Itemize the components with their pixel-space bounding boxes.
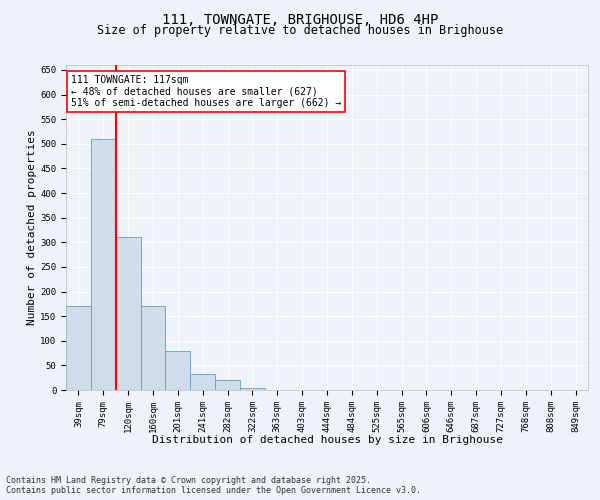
Bar xyxy=(240,388,265,390)
Bar xyxy=(215,380,240,390)
Text: Size of property relative to detached houses in Brighouse: Size of property relative to detached ho… xyxy=(97,24,503,37)
Bar xyxy=(190,374,215,390)
Bar xyxy=(91,139,116,390)
Y-axis label: Number of detached properties: Number of detached properties xyxy=(28,130,37,326)
Bar xyxy=(140,306,166,390)
Bar xyxy=(166,350,190,390)
Text: 111, TOWNGATE, BRIGHOUSE, HD6 4HP: 111, TOWNGATE, BRIGHOUSE, HD6 4HP xyxy=(162,12,438,26)
Bar xyxy=(66,306,91,390)
Bar xyxy=(116,238,140,390)
Text: Contains HM Land Registry data © Crown copyright and database right 2025.
Contai: Contains HM Land Registry data © Crown c… xyxy=(6,476,421,495)
X-axis label: Distribution of detached houses by size in Brighouse: Distribution of detached houses by size … xyxy=(151,435,503,445)
Text: 111 TOWNGATE: 117sqm
← 48% of detached houses are smaller (627)
51% of semi-deta: 111 TOWNGATE: 117sqm ← 48% of detached h… xyxy=(71,74,341,108)
